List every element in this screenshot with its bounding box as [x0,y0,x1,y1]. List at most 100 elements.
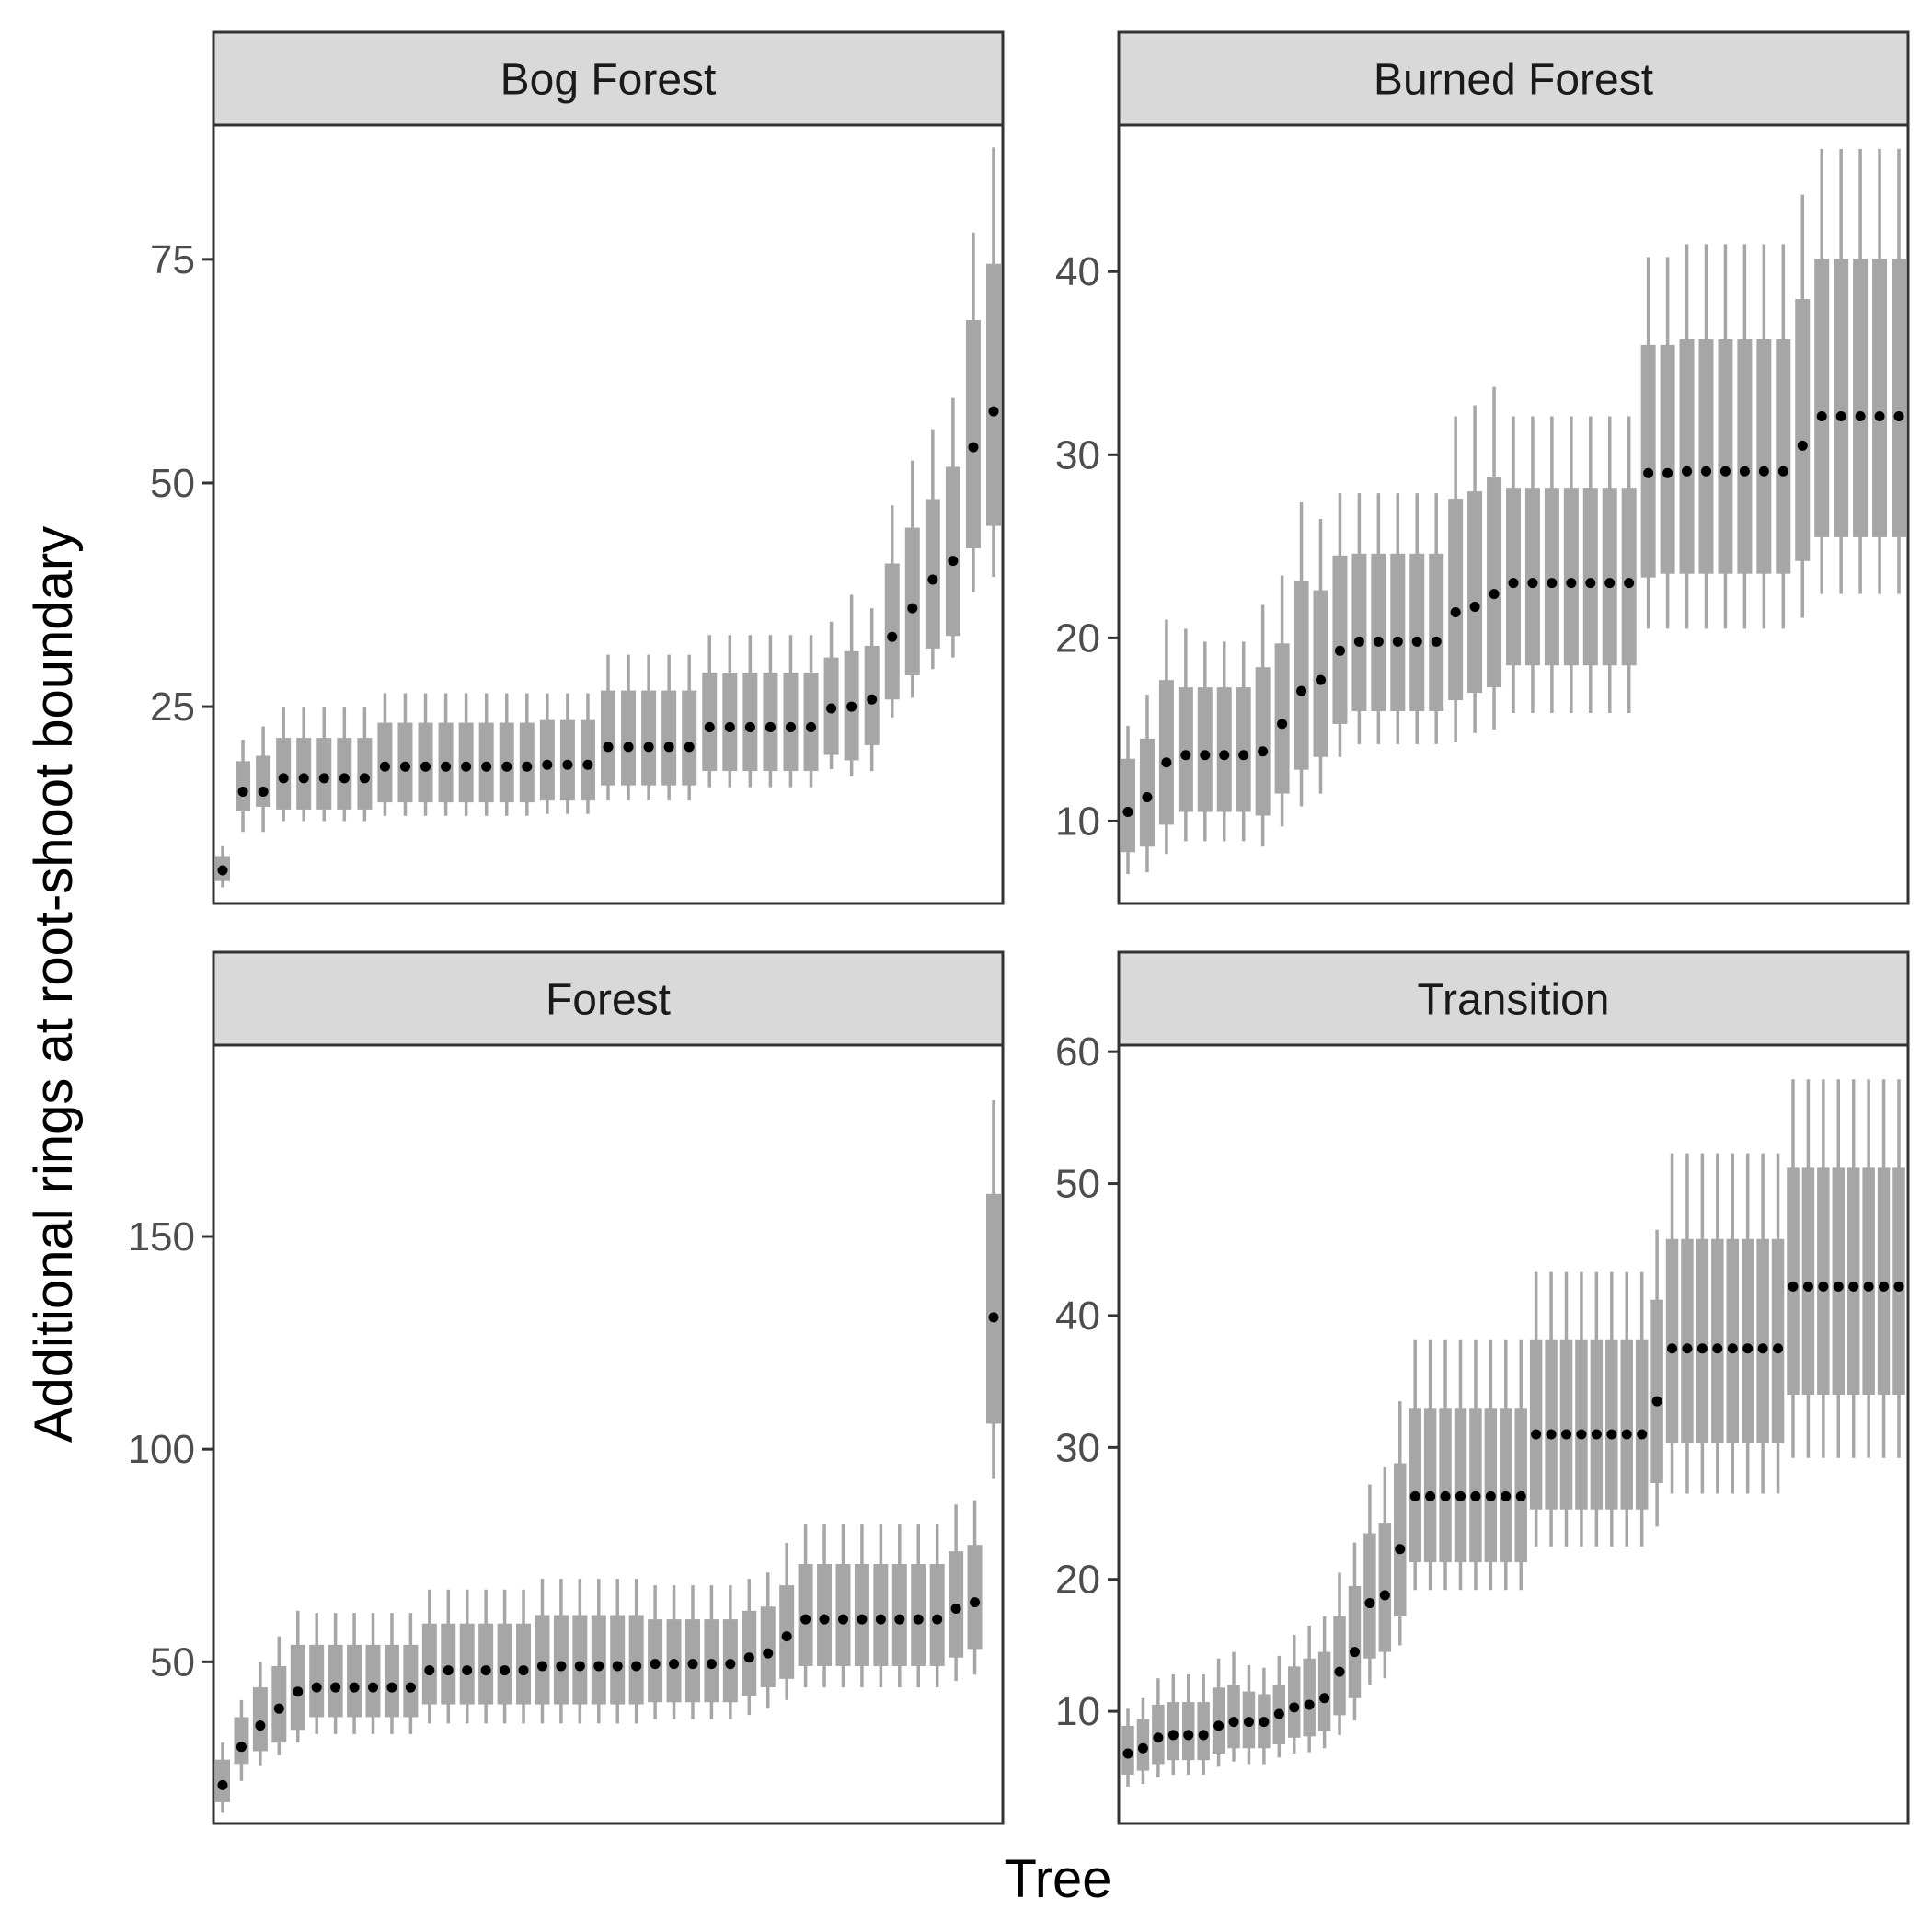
y-tick-label: 150 [128,1214,195,1259]
median-point [236,1742,247,1752]
median-point [1561,1430,1571,1440]
median-point [631,1661,641,1671]
median-point [1470,602,1480,612]
median-point [1566,578,1576,588]
median-point [604,742,614,752]
median-point [443,1665,454,1675]
median-point [894,1615,904,1625]
interval-inner [1455,1408,1466,1562]
median-point [1834,1282,1844,1292]
interval-inner [1575,1340,1587,1510]
median-point [1200,750,1210,760]
median-point [644,742,654,752]
interval-inner [1525,488,1540,665]
median-point [279,773,289,783]
median-point [350,1683,360,1693]
facet-panel: Transition 10 20 30 40 50 60 [1055,952,1908,1823]
interval-inner [1833,1167,1845,1395]
y-tick-label: 50 [1055,1162,1100,1207]
median-point [1183,1730,1193,1740]
median-point [238,787,248,797]
interval-inner [905,528,920,675]
interval-inner [478,1624,493,1705]
interval-inner [1636,1340,1648,1510]
median-point [1354,637,1364,647]
interval-inner [761,1606,776,1687]
median-point [575,1661,585,1671]
median-point [1701,466,1711,477]
median-point [441,762,451,772]
interval-inner [1409,554,1424,711]
median-point [1380,1590,1390,1600]
median-point [867,695,877,705]
interval-inner [1802,1167,1814,1395]
median-point [1652,1397,1662,1407]
interval-inner [1275,643,1290,793]
median-point [400,762,410,772]
interval-inner [1198,687,1213,811]
median-point [1425,1491,1435,1501]
facet-strip-label: Bog Forest [500,56,717,105]
median-point [1643,468,1653,478]
interval-inner [1756,339,1771,574]
median-point [968,443,978,453]
median-point [1637,1430,1647,1440]
interval-inner [804,673,819,771]
interval-inner [572,1615,587,1704]
y-tick-label: 50 [150,461,195,506]
median-point [705,722,715,732]
median-point [970,1597,980,1607]
interval-inner [1718,339,1732,574]
interval-inner [1853,259,1868,537]
median-point [522,762,532,772]
median-point [1527,578,1537,588]
median-point [481,762,491,772]
median-point [1667,1343,1677,1353]
interval-inner [986,264,1001,526]
median-point [744,1652,754,1662]
interval-inner [1227,1685,1239,1748]
interval-inner [1772,1239,1784,1443]
median-point [932,1615,942,1625]
interval-inner [1650,1300,1662,1483]
interval-inner [1892,1167,1904,1395]
interval-inner [1333,1616,1345,1716]
median-point [1277,719,1287,729]
interval-inner [256,756,270,807]
median-point [259,787,269,797]
median-point [624,742,634,752]
median-point [462,1665,472,1675]
interval-inner [309,1645,324,1718]
median-point [1604,578,1615,588]
median-point [1624,578,1634,588]
interval-inner [1179,687,1193,811]
median-point [786,722,796,732]
median-point [669,1659,679,1669]
median-point [782,1631,792,1641]
median-point [1123,1749,1133,1759]
interval-inner [1236,687,1251,811]
median-point [274,1704,284,1714]
median-point [368,1683,378,1693]
interval-inner [885,563,900,699]
interval-inner [1394,1464,1406,1616]
interval-inner [1847,1167,1859,1395]
interval-inner [1487,477,1501,687]
median-point [1817,411,1827,421]
interval-inner [968,1545,983,1649]
median-point [1720,466,1731,477]
median-point [1305,1699,1315,1709]
median-point [380,762,390,772]
x-axis-title: Tree [1004,1849,1111,1909]
median-point [1489,589,1500,599]
median-point [1441,1491,1451,1501]
median-point [1856,411,1866,421]
median-point [707,1659,717,1669]
interval-inner [1217,687,1232,811]
median-point [218,866,228,876]
median-point [1432,637,1442,647]
interval-inner [1159,680,1174,824]
median-point [1316,675,1326,685]
interval-inner [1467,491,1482,693]
